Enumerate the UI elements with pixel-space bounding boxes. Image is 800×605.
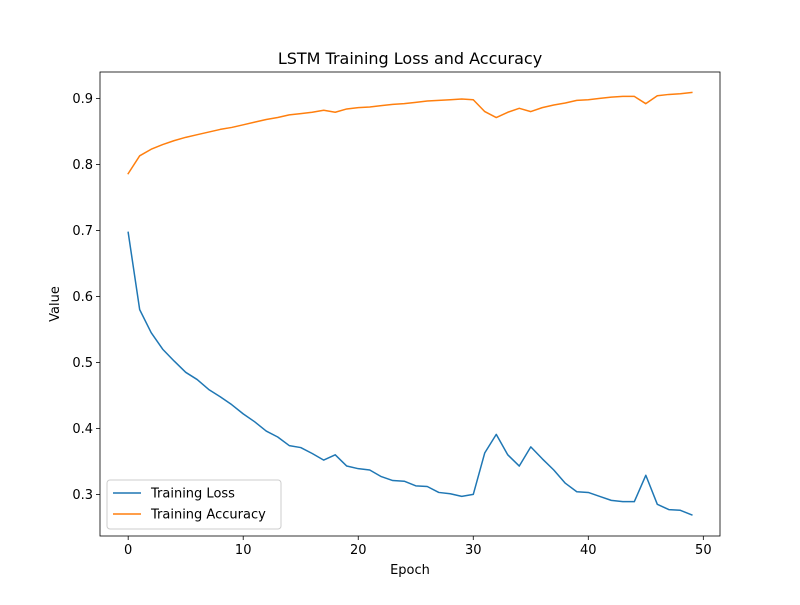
x-tick-label: 30 bbox=[465, 543, 482, 558]
series-line-training-loss bbox=[127, 231, 693, 516]
legend: Training Loss Training Accuracy bbox=[106, 479, 282, 530]
plot-frame bbox=[99, 71, 721, 537]
y-axis-ticks: 0.3 0.4 0.5 0.6 0.7 0.8 0.9 bbox=[72, 92, 100, 503]
x-axis-label: Epoch bbox=[390, 563, 430, 578]
series-lines bbox=[127, 91, 693, 516]
x-axis-ticks: 0 10 20 30 40 50 bbox=[124, 536, 712, 558]
x-tick-label: 0 bbox=[124, 543, 132, 558]
x-tick-label: 40 bbox=[580, 543, 597, 558]
y-axis-label: Value bbox=[48, 286, 63, 322]
y-tick-label: 0.4 bbox=[72, 422, 93, 437]
y-tick-label: 0.5 bbox=[72, 356, 93, 371]
y-tick-label: 0.8 bbox=[72, 158, 93, 173]
x-tick-label: 10 bbox=[235, 543, 252, 558]
y-tick-label: 0.7 bbox=[72, 224, 93, 239]
chart-title: LSTM Training Loss and Accuracy bbox=[278, 49, 542, 68]
x-tick-label: 20 bbox=[350, 543, 367, 558]
legend-label-accuracy: Training Accuracy bbox=[150, 508, 266, 523]
y-tick-label: 0.3 bbox=[72, 488, 93, 503]
legend-box bbox=[106, 479, 282, 530]
series-line-training-accuracy bbox=[127, 91, 693, 175]
x-tick-label: 50 bbox=[695, 543, 712, 558]
y-tick-label: 0.6 bbox=[72, 290, 93, 305]
legend-label-loss: Training Loss bbox=[150, 487, 235, 502]
y-tick-label: 0.9 bbox=[72, 92, 93, 107]
plot-area bbox=[100, 72, 720, 536]
